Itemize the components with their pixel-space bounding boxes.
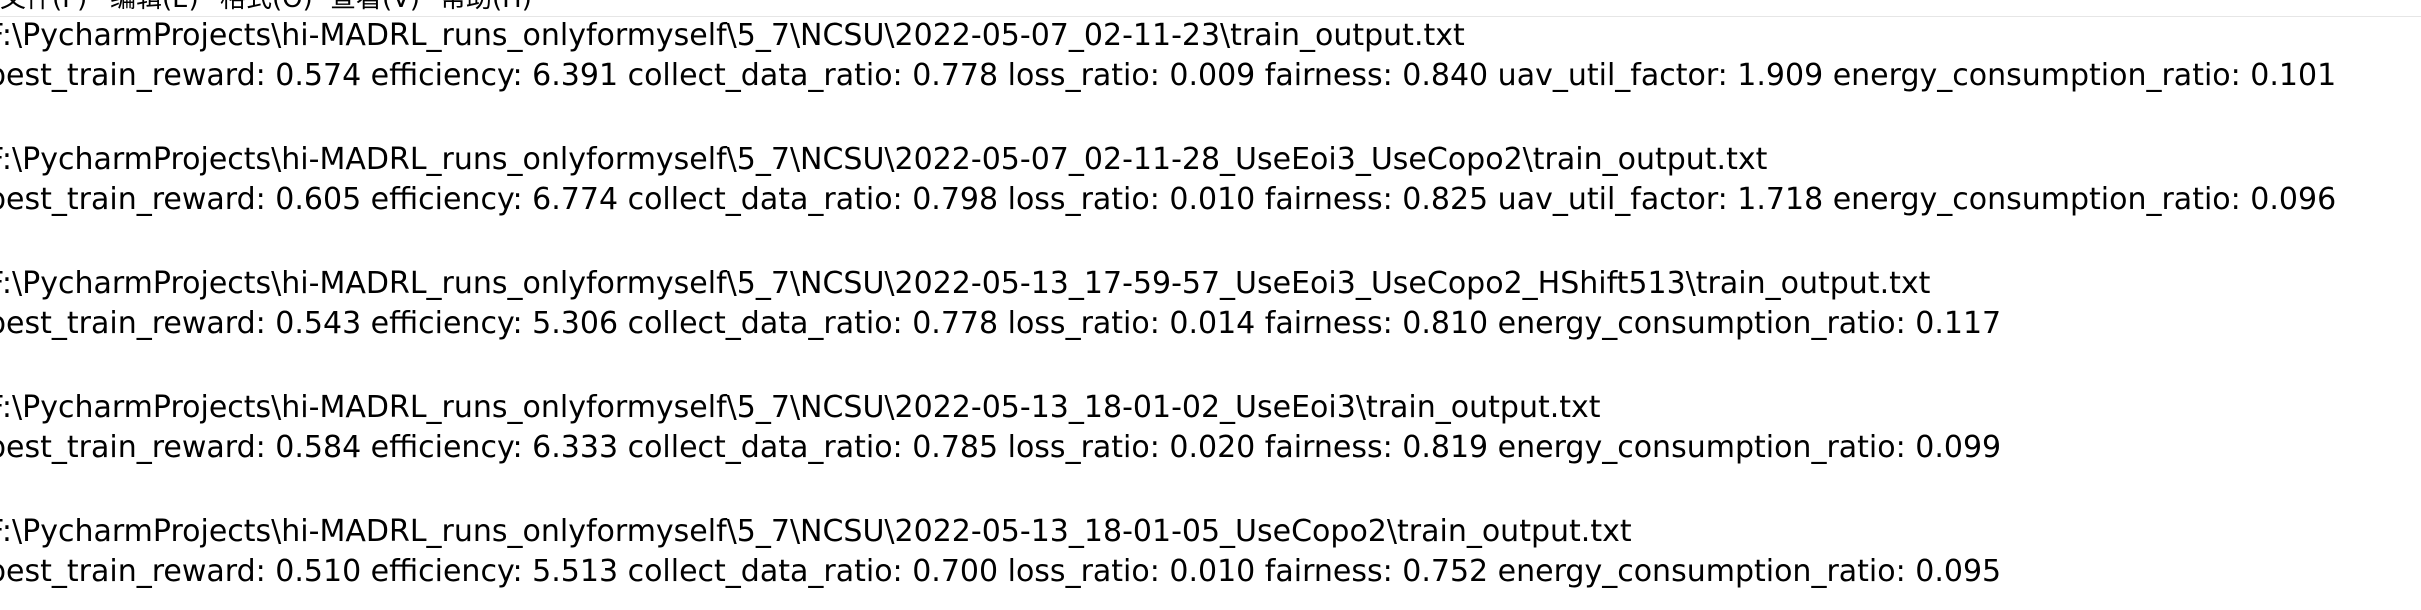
metrics-line: best_train_reward: 0.543 efficiency: 5.3… — [0, 306, 2002, 341]
menu-bar: 文件(F) 编辑(E) 格式(O) 查看(V) 帮助(H) — [0, 0, 2421, 17]
file-path-line: F:\PycharmProjects\hi-MADRL_runs_onlyfor… — [0, 142, 1768, 177]
file-path-line: F:\PycharmProjects\hi-MADRL_runs_onlyfor… — [0, 18, 1465, 53]
file-path-line: F:\PycharmProjects\hi-MADRL_runs_onlyfor… — [0, 514, 1632, 549]
file-path-line: F:\PycharmProjects\hi-MADRL_runs_onlyfor… — [0, 390, 1601, 425]
metrics-line: best_train_reward: 0.605 efficiency: 6.7… — [0, 182, 2337, 217]
menu-view[interactable]: 查看(V) — [330, 0, 420, 14]
metrics-line: best_train_reward: 0.584 efficiency: 6.3… — [0, 430, 2002, 465]
menu-help[interactable]: 帮助(H) — [440, 0, 532, 14]
metrics-line: best_train_reward: 0.510 efficiency: 5.5… — [0, 554, 2002, 589]
menu-format[interactable]: 格式(O) — [220, 0, 313, 14]
metrics-line: best_train_reward: 0.574 efficiency: 6.3… — [0, 58, 2337, 93]
menu-edit[interactable]: 编辑(E) — [110, 0, 199, 14]
text-editor-area[interactable]: F:\PycharmProjects\hi-MADRL_runs_onlyfor… — [0, 16, 2421, 610]
file-path-line: F:\PycharmProjects\hi-MADRL_runs_onlyfor… — [0, 266, 1931, 301]
menu-file[interactable]: 文件(F) — [0, 0, 87, 14]
